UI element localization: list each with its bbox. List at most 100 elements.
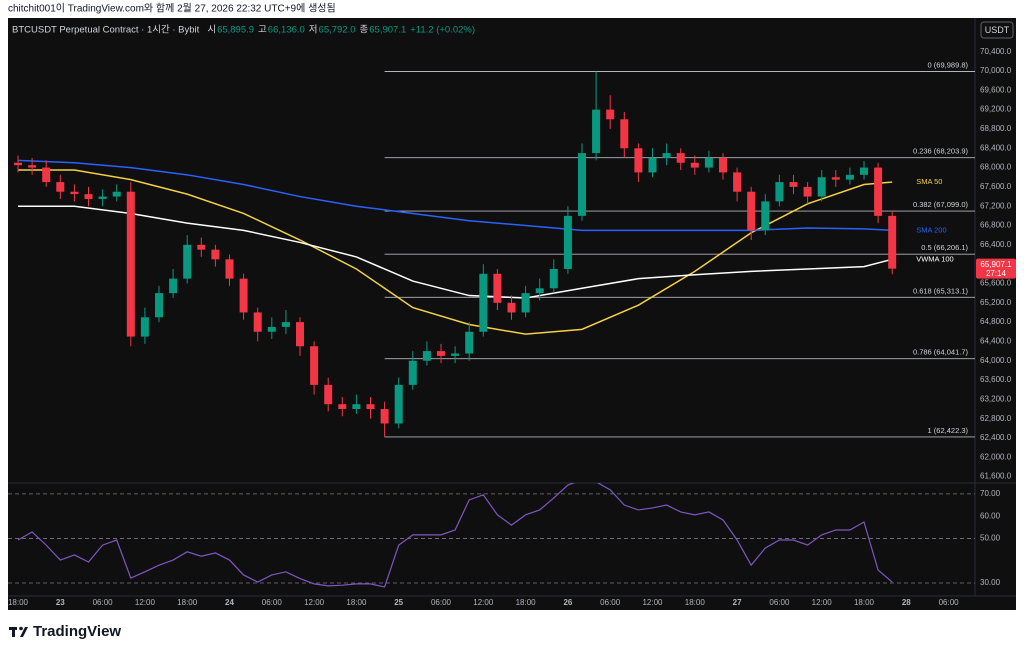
rsi-tick-label: 50.00 bbox=[980, 534, 1001, 543]
y-tick-label: 70,400.0 bbox=[980, 47, 1012, 56]
x-tick-label: 18:00 bbox=[346, 598, 367, 607]
x-tick-label: 26 bbox=[563, 598, 572, 607]
y-tick-label: 65,200.0 bbox=[980, 298, 1012, 307]
x-tick-label: 12:00 bbox=[473, 598, 494, 607]
candle-body bbox=[366, 404, 375, 410]
candle-body bbox=[676, 153, 685, 163]
ohlc-key: 종 bbox=[360, 25, 369, 36]
x-tick-label: 18:00 bbox=[8, 598, 29, 607]
ohlc-key: 고 bbox=[258, 25, 267, 36]
candle-body bbox=[831, 177, 840, 180]
candle-body bbox=[817, 177, 826, 197]
candle-body bbox=[733, 172, 742, 192]
y-tick-label: 62,800.0 bbox=[980, 414, 1012, 423]
rsi-tick-label: 30.00 bbox=[980, 578, 1001, 587]
candle-body bbox=[648, 157, 657, 173]
logo-text: TradingView bbox=[33, 623, 121, 640]
x-tick-label: 12:00 bbox=[135, 598, 156, 607]
candle-body bbox=[239, 278, 248, 313]
moving-average bbox=[18, 205, 893, 299]
candle-body bbox=[352, 404, 361, 410]
x-tick-label: 27 bbox=[733, 598, 742, 607]
y-tick-label: 68,800.0 bbox=[980, 124, 1012, 133]
candle-body bbox=[281, 322, 290, 327]
countdown-label: 27:14 bbox=[986, 269, 1007, 278]
ohlc-value: 66,136.0 bbox=[268, 25, 305, 36]
candle-body bbox=[704, 157, 713, 168]
candle-body bbox=[253, 312, 262, 332]
last-price-label: 65,907.1 bbox=[980, 260, 1012, 269]
candle-body bbox=[493, 273, 502, 303]
candle-body bbox=[56, 182, 65, 192]
candle-body bbox=[789, 182, 798, 187]
x-tick-label: 06:00 bbox=[939, 598, 960, 607]
fib-label: 0.786 (64,041.7) bbox=[913, 348, 969, 357]
currency-button[interactable] bbox=[980, 21, 1014, 39]
candle-body bbox=[408, 360, 417, 385]
candle-body bbox=[183, 244, 192, 279]
x-tick-label: 12:00 bbox=[304, 598, 325, 607]
candle-body bbox=[112, 191, 121, 197]
candle-body bbox=[380, 409, 389, 424]
candle-body bbox=[465, 331, 474, 354]
x-tick-label: 18:00 bbox=[854, 598, 875, 607]
candle-body bbox=[437, 351, 445, 356]
candle-body bbox=[507, 302, 516, 313]
y-tick-label: 67,200.0 bbox=[980, 201, 1012, 210]
candle-body bbox=[324, 384, 333, 405]
x-tick-label: 06:00 bbox=[93, 598, 114, 607]
y-tick-label: 63,600.0 bbox=[980, 375, 1012, 384]
candle-body bbox=[690, 162, 699, 168]
candle-body bbox=[888, 215, 897, 269]
candle-body bbox=[521, 293, 530, 313]
candle-body bbox=[169, 278, 178, 294]
candle-body bbox=[563, 215, 572, 269]
candle-body bbox=[28, 165, 37, 168]
y-tick-label: 64,800.0 bbox=[980, 317, 1012, 326]
candle-body bbox=[155, 293, 163, 318]
currency-label: USDT bbox=[985, 25, 1010, 35]
candle-body bbox=[747, 191, 756, 231]
rsi-pane bbox=[8, 483, 975, 588]
candle-body bbox=[296, 322, 304, 347]
candle-body bbox=[634, 148, 643, 173]
x-tick-label: 06:00 bbox=[600, 598, 621, 607]
y-tick-label: 62,400.0 bbox=[980, 433, 1012, 442]
logo bbox=[9, 626, 28, 637]
candle-body bbox=[70, 191, 79, 195]
y-tick-label: 66,400.0 bbox=[980, 240, 1012, 249]
candle-body bbox=[592, 109, 601, 154]
rsi-tick-label: 60.00 bbox=[980, 511, 1001, 520]
x-tick-label: 06:00 bbox=[431, 598, 452, 607]
ohlc-value: 65,907.1 bbox=[369, 25, 406, 36]
candle-body bbox=[606, 109, 615, 120]
x-tick-label: 06:00 bbox=[262, 598, 283, 607]
x-tick-label: 18:00 bbox=[177, 598, 198, 607]
rsi-line bbox=[17, 483, 893, 588]
fib-label: 0.382 (67,099.0) bbox=[913, 200, 969, 209]
candle-body bbox=[860, 167, 868, 175]
candle-body bbox=[84, 194, 93, 199]
x-tick-label: 12:00 bbox=[812, 598, 833, 607]
candle-body bbox=[42, 167, 51, 183]
rsi-tick-label: 70.00 bbox=[980, 489, 1001, 498]
y-tick-label: 65,600.0 bbox=[980, 279, 1012, 288]
price-pane bbox=[14, 71, 975, 438]
last-price-tag bbox=[976, 258, 1016, 279]
y-tick-label: 62,000.0 bbox=[980, 452, 1012, 461]
candle-body bbox=[775, 182, 784, 202]
x-tick-label: 06:00 bbox=[769, 598, 790, 607]
candle-body bbox=[761, 201, 770, 231]
candle-body bbox=[140, 317, 149, 337]
candle-body bbox=[549, 268, 558, 289]
candle-body bbox=[126, 191, 135, 337]
y-tick-label: 63,200.0 bbox=[980, 394, 1012, 403]
symbol-title: BTCUSDT Perpetual Contract · 1시간 · Bybit bbox=[12, 25, 200, 36]
candle-body bbox=[803, 186, 812, 197]
ohlc-key: 시 bbox=[207, 25, 216, 36]
x-tick-label: 25 bbox=[394, 598, 403, 607]
fib-label: 1 (62,422.3) bbox=[928, 426, 969, 435]
x-tick-label: 12:00 bbox=[642, 598, 663, 607]
price-change: +11.2 (+0.02%) bbox=[410, 25, 475, 36]
